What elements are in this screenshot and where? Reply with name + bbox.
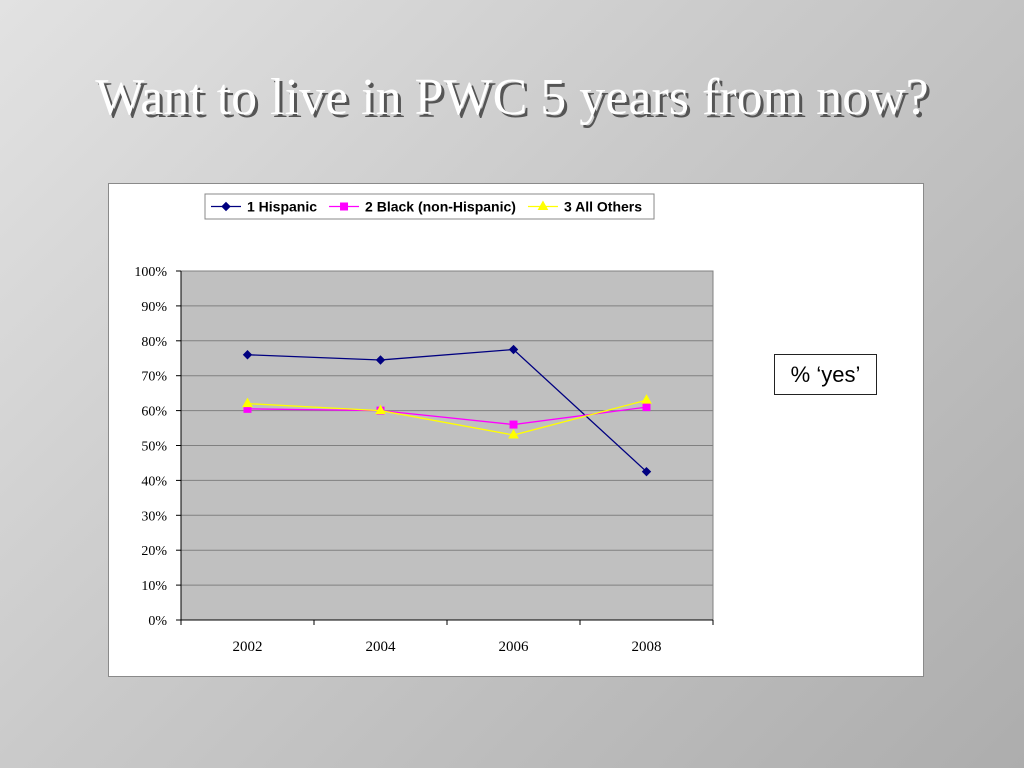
legend-box: [204, 193, 655, 220]
data-point: [242, 397, 253, 408]
legend-item-2: 2 Black (non-Hispanic): [329, 199, 516, 215]
series-line: [247, 399, 647, 436]
y-tick-label: 50%: [141, 440, 167, 455]
x-tick-label: 2004: [366, 639, 397, 655]
data-point: [641, 466, 652, 477]
data-point: [508, 429, 519, 439]
series-line: [247, 348, 647, 473]
legend-marker: [340, 202, 349, 211]
y-tick-label: 10%: [141, 579, 167, 594]
slide-title: Want to live in PWC 5 years from now?: [95, 69, 929, 126]
chart-frame: 1 Hispanic 2 Black (non-Hispanic) 3 All Ot…: [108, 183, 924, 677]
y-tick-label: 100%: [134, 265, 167, 280]
legend-marker: [537, 200, 549, 210]
y-tick-label: 70%: [141, 370, 167, 385]
annotation-box: % ‘yes’: [774, 354, 877, 395]
legend-label: 1 Hispanic: [247, 199, 317, 215]
axes: [180, 271, 714, 625]
data-point: [242, 350, 253, 360]
legend-label: 3 All Others: [564, 199, 642, 215]
data-point: [509, 420, 518, 429]
legend-marker: [221, 201, 231, 212]
x-tick-label: 2008: [632, 639, 662, 655]
x-tick-label: 2002: [233, 639, 263, 655]
legend-item-1: 1 Hispanic: [211, 199, 317, 215]
series-group: [242, 344, 652, 477]
y-axis-tick-labels: 0% 10% 20% 30% 40% 50% 60% 70% 80% 90% 100%: [134, 265, 167, 629]
y-tick-label: 80%: [141, 335, 167, 350]
data-point: [375, 404, 386, 415]
y-tick-label: 0%: [148, 614, 167, 629]
data-point: [508, 344, 519, 355]
x-tick-label: 2006: [499, 639, 530, 655]
chart-legend: 1 Hispanic 2 Black (non-Hispanic) 3 All Ot…: [204, 193, 655, 220]
series-1: [242, 344, 652, 477]
y-tick-label: 20%: [141, 544, 167, 559]
data-point: [375, 355, 386, 365]
y-tick-label: 30%: [141, 509, 167, 524]
y-tick-label: 90%: [141, 300, 167, 315]
x-axis-tick-labels: 2002 2004 2006 2008: [233, 639, 662, 655]
series-line: [247, 406, 647, 426]
legend-label: 2 Black (non-Hispanic): [365, 199, 516, 215]
series-3: [242, 394, 652, 439]
data-point: [642, 403, 651, 412]
legend-item-3: 3 All Others: [527, 199, 642, 215]
annotation-text: % ‘yes’: [790, 361, 861, 387]
line-chart: 1 Hispanic 2 Black (non-Hispanic) 3 All Ot…: [134, 193, 714, 655]
y-tick-label: 60%: [141, 405, 167, 420]
y-tick-label: 40%: [141, 474, 167, 489]
data-point: [641, 394, 652, 404]
